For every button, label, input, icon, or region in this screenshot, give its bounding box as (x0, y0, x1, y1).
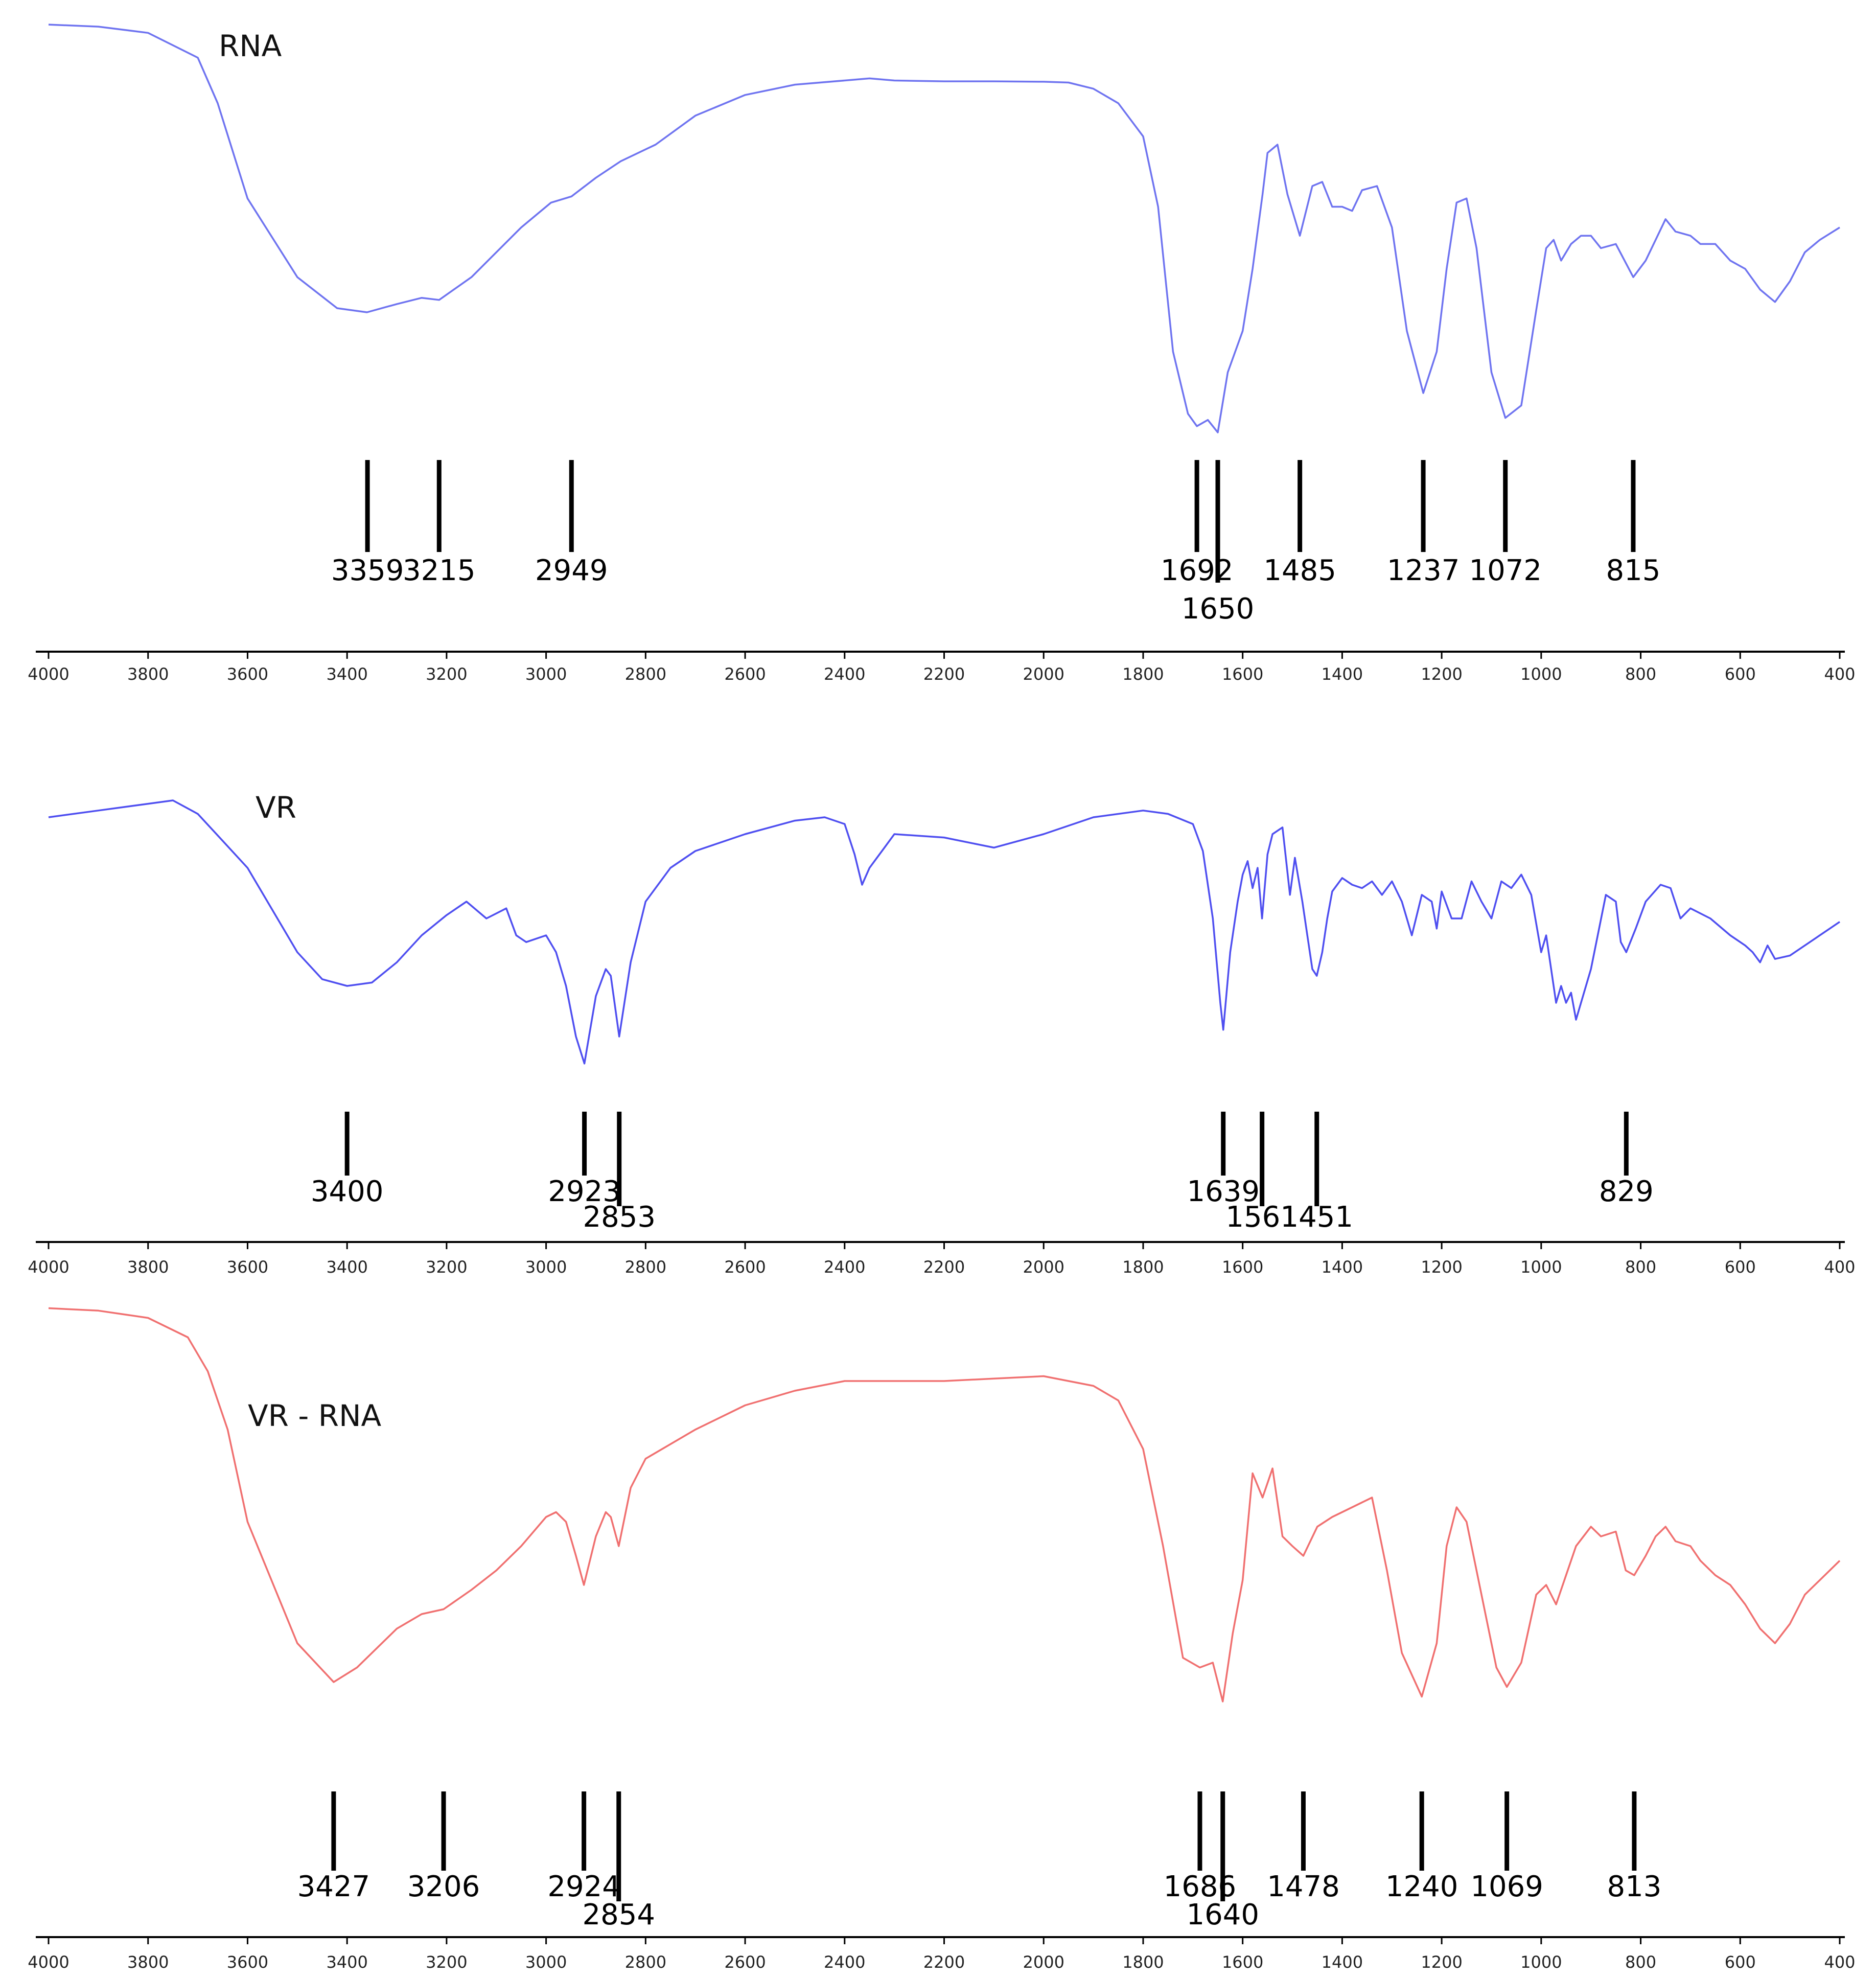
x-tick-label: 1600 (1222, 664, 1263, 684)
x-tick-label: 3000 (525, 1952, 567, 1972)
panel-title-vr-rna: VR - RNA (248, 1398, 381, 1433)
x-tick-label: 2600 (724, 664, 766, 684)
peak-label: 1639 (1187, 1175, 1260, 1208)
x-tick-label: 3800 (127, 1952, 169, 1972)
x-tick-label: 4000 (28, 1952, 69, 1972)
x-tick-label: 2600 (724, 1257, 766, 1277)
x-tick-label: 1800 (1122, 1952, 1164, 1972)
x-tick-label: 2000 (1023, 664, 1064, 684)
x-tick-label: 3600 (227, 1952, 268, 1972)
peak-label: 1069 (1470, 1870, 1543, 1903)
x-tick-label: 3600 (227, 664, 268, 684)
peak-label: 1692 (1161, 554, 1234, 587)
x-tick-label: 2800 (625, 1952, 666, 1972)
x-tick-label: 1200 (1421, 1952, 1462, 1972)
x-tick-label: 3400 (326, 1257, 367, 1277)
peak-label: 1650 (1182, 592, 1255, 626)
x-tick-label: 3400 (326, 664, 367, 684)
peak-label: 1240 (1385, 1870, 1458, 1903)
x-tick-label: 2600 (724, 1952, 766, 1972)
x-tick-label: 4000 (28, 1257, 69, 1277)
x-tick-label: 2800 (625, 664, 666, 684)
x-tick-label: 3200 (426, 664, 467, 684)
peak-label: 1640 (1186, 1898, 1259, 1931)
peak-label: 1478 (1267, 1870, 1340, 1903)
x-tick-label: 800 (1625, 1257, 1656, 1277)
x-tick-label: 1200 (1421, 664, 1462, 684)
x-tick-label: 600 (1725, 1952, 1756, 1972)
x-tick-label: 3000 (525, 1257, 567, 1277)
peak-label: 1485 (1263, 554, 1336, 587)
x-tick-label: 600 (1725, 664, 1756, 684)
peak-label: 2853 (583, 1201, 656, 1234)
x-tick-label: 3800 (127, 1257, 169, 1277)
panel-title-rna: RNA (219, 29, 282, 63)
peak-label: 3427 (297, 1870, 370, 1903)
panel-title-vr: VR (256, 790, 296, 825)
x-tick-label: 1800 (1122, 1257, 1164, 1277)
peak-label: 2923 (548, 1175, 621, 1208)
x-tick-label: 2400 (824, 664, 865, 684)
peak-label: 3359 (331, 554, 404, 587)
x-tick-label: 1400 (1322, 1952, 1363, 1972)
x-tick-label: 800 (1625, 664, 1656, 684)
peak-label: 2949 (535, 554, 608, 587)
x-tick-label: 2400 (824, 1257, 865, 1277)
x-tick-label: 800 (1625, 1952, 1656, 1972)
spectrum-line (48, 24, 1840, 433)
x-tick-label: 1800 (1122, 664, 1164, 684)
x-tick-label: 2000 (1023, 1257, 1064, 1277)
x-tick-label: 1400 (1322, 664, 1363, 684)
x-tick-label: 2800 (625, 1257, 666, 1277)
x-tick-label: 2200 (923, 1257, 965, 1277)
x-tick-label: 400 (1824, 1257, 1855, 1277)
x-tick-label: 2200 (923, 664, 965, 684)
x-tick-label: 1000 (1520, 1952, 1562, 1972)
x-tick-label: 3000 (525, 664, 567, 684)
x-tick-label: 1000 (1520, 1257, 1562, 1277)
x-tick-label: 1600 (1222, 1257, 1263, 1277)
x-tick-label: 600 (1725, 1257, 1756, 1277)
x-tick-label: 1400 (1322, 1257, 1363, 1277)
peak-label: 829 (1599, 1175, 1654, 1208)
x-tick-label: 400 (1824, 664, 1855, 684)
peak-label: 815 (1606, 554, 1661, 587)
peak-label: 813 (1607, 1870, 1661, 1903)
x-tick-label: 3600 (227, 1257, 268, 1277)
x-tick-label: 3200 (426, 1257, 467, 1277)
x-tick-label: 2400 (824, 1952, 865, 1972)
x-tick-label: 1200 (1421, 1257, 1462, 1277)
peak-label: 1451 (1280, 1201, 1353, 1234)
x-tick-label: 3200 (426, 1952, 467, 1972)
x-tick-label: 1000 (1520, 664, 1562, 684)
x-tick-label: 2200 (923, 1952, 965, 1972)
peak-label: 1237 (1387, 554, 1460, 587)
peak-label: 2854 (583, 1898, 656, 1931)
spectrum-line (48, 799, 1840, 1065)
x-tick-label: 3800 (127, 664, 169, 684)
peak-label: 1072 (1469, 554, 1542, 587)
x-tick-label: 1600 (1222, 1952, 1263, 1972)
peak-label: 2924 (547, 1870, 620, 1903)
peak-label: 3206 (407, 1870, 480, 1903)
x-tick-label: 4000 (28, 664, 69, 684)
spectrum-line (48, 1307, 1841, 1703)
peak-label: 1561 (1225, 1201, 1299, 1234)
x-tick-label: 400 (1824, 1952, 1855, 1972)
x-tick-label: 3400 (326, 1952, 367, 1972)
x-tick-label: 2000 (1023, 1952, 1064, 1972)
peak-label: 3400 (311, 1175, 384, 1208)
peak-label: 3215 (403, 554, 476, 587)
